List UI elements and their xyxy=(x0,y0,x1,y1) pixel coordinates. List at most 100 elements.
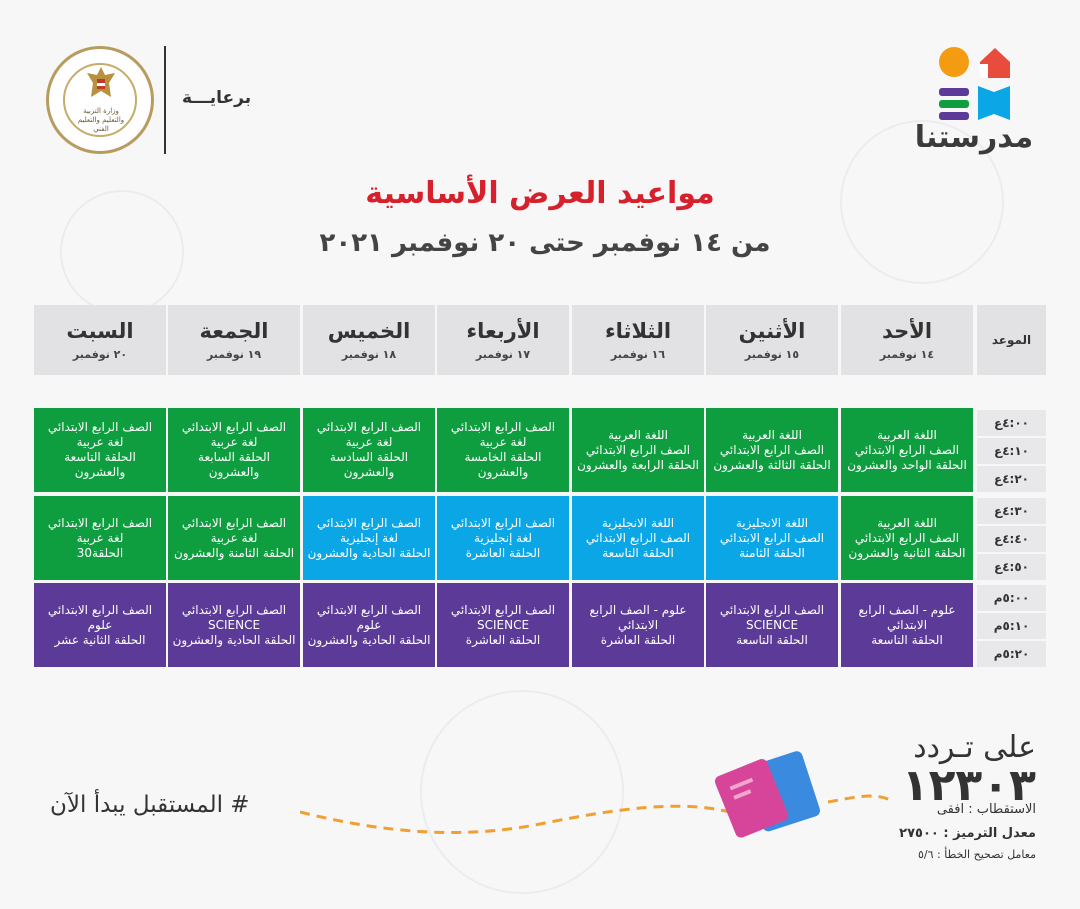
schedule-cell: الصف الرابع الابتدائي لغة إنجليزية الحلقة … xyxy=(303,496,435,580)
cell-text-line: الصف الرابع الابتدائي xyxy=(316,515,422,530)
cell-text-line: الصف الرابع الابتدائي xyxy=(316,420,422,434)
schedule-cell: اللغة الانجليزية الصف الرابع الابتدائي الح… xyxy=(572,496,704,580)
cell-text-line: اللغة الانجليزية xyxy=(601,515,675,530)
cell-text-line: الحلقة الثانية والعشرون xyxy=(848,545,966,560)
time-slot: ٤:٣٠ع xyxy=(977,498,1046,524)
day-date: ١٨ نوفمبر xyxy=(341,348,397,361)
cell-text-line: علوم xyxy=(87,617,113,632)
cell-text-line: الابتدائي xyxy=(886,617,928,632)
cell-text-line: لغة إنجليزية xyxy=(473,530,533,545)
day-header: الثلاثاء ١٦ نوفمبر xyxy=(572,305,704,375)
cell-text-line: الحلقة الحادية والعشرون xyxy=(307,632,431,647)
cell-text-line: الصف الرابع الابتدائي xyxy=(719,442,825,457)
time-slot: ٤:٤٠ع xyxy=(977,526,1046,552)
cell-text-line: الصف الرابع الابتدائي xyxy=(719,602,825,617)
day-header: الخميس ١٨ نوفمبر xyxy=(303,305,435,375)
cell-text-line: اللغة العربية xyxy=(877,515,937,530)
books-illustration xyxy=(300,751,891,838)
symbol-rate: معدل الترميز : ٢٧٥٠٠ xyxy=(899,826,1036,841)
day-name: الأربعاء xyxy=(466,319,540,343)
schedule-cell: الصف الرابع الابتدائي علوم الحلقة الثانية … xyxy=(34,583,166,667)
cell-text-line: الحلقة30 xyxy=(76,545,124,560)
day-date: ١٦ نوفمبر xyxy=(610,348,666,361)
cell-text-line: الحلقة العاشرة xyxy=(465,632,541,647)
cell-text-line: الحلقة الثانية عشر xyxy=(54,632,146,647)
cell-text-line: الحلقة العاشرة xyxy=(465,545,541,560)
day-header: الجمعة ١٩ نوفمبر xyxy=(168,305,300,375)
day-header: الأثنين ١٥ نوفمبر xyxy=(706,305,838,375)
madrasatona-logo-icon xyxy=(939,47,1010,120)
cell-text-line: الحلقة الثامنة xyxy=(739,545,805,560)
cell-text-line: الصف الرابع الابتدائي xyxy=(316,602,422,617)
day-header: الأحد ١٤ نوفمبر xyxy=(841,305,973,375)
cell-text-line: علوم - الصف الرابع xyxy=(858,602,956,617)
schedule-cell: علوم - الصف الرابع الابتدائي الحلقة العاشر… xyxy=(572,583,704,667)
day-date: ٢٠ نوفمبر xyxy=(72,348,128,361)
schedule-cell: الصف الرابع الابتدائي لغة إنجليزية الحلقة … xyxy=(437,496,569,580)
schedule-cell: اللغة العربية الصف الرابع الابتدائي الحلقة… xyxy=(572,408,704,492)
time-slot: ٥:٠٠م xyxy=(977,585,1046,611)
cell-text-line: الصف الرابع الابتدائي xyxy=(854,442,960,457)
day-date: ١٥ نوفمبر xyxy=(744,348,800,361)
brand-name: مدرستنا xyxy=(914,120,1034,155)
cell-text-line: لغة عربية xyxy=(76,530,124,545)
schedule-cell: الصف الرابع الابتدائي لغة عربية الحلقة الس… xyxy=(303,408,435,492)
day-name: الخميس xyxy=(327,319,411,343)
seal-text: وزارة التربية والتعليم والتعليم الفني xyxy=(77,107,125,133)
cell-text-line: الحلقة العاشرة xyxy=(600,632,676,647)
page-subtitle: من ١٤ نوفمبر حتى ٢٠ نوفمبر ٢٠٢١ xyxy=(319,228,771,258)
schedule-cell: اللغة العربية الصف الرابع الابتدائي الحلقة… xyxy=(841,408,973,492)
cell-text-line: لغة عربية xyxy=(479,435,527,449)
eagle-icon xyxy=(87,67,115,97)
ministry-seal-logo: وزارة التربية والتعليم والتعليم الفني xyxy=(46,46,154,154)
schedule-cell: اللغة العربية الصف الرابع الابتدائي الحلقة… xyxy=(841,496,973,580)
cell-text-line: الصف الرابع الابتدائي xyxy=(47,420,153,434)
cell-text-line: الحلقة الحادية والعشرون xyxy=(172,632,296,647)
fec: معامل تصحيح الخطأ : ٥/٦ xyxy=(917,848,1036,861)
sponsor-block: وزارة التربية والتعليم والتعليم الفني بر… xyxy=(44,44,274,156)
cell-text-line: لغة عربية xyxy=(210,435,258,449)
background-doodle xyxy=(840,120,1004,284)
hashtag-slogan: # المستقبل يبدأ الآن xyxy=(50,792,250,818)
cell-text-line: الصف الرابع الابتدائي xyxy=(181,515,287,530)
cell-text-line: الصف الرابع الابتدائي xyxy=(450,515,556,530)
schedule-cell: الصف الرابع الابتدائي لغة عربية الحلقة الت… xyxy=(34,408,166,492)
schedule-cell: اللغة الانجليزية الصف الرابع الابتدائي الح… xyxy=(706,496,838,580)
schedule-cell: الصف الرابع الابتدائي علوم الحلقة الحادية … xyxy=(303,583,435,667)
cell-text-line: اللغة العربية xyxy=(877,427,937,442)
cell-text-line: الصف الرابع الابتدائي xyxy=(47,515,153,530)
cell-text-line: الصف الرابع الابتدائي xyxy=(854,530,960,545)
schedule-cell: علوم - الصف الرابع الابتدائي الحلقة التاسع… xyxy=(841,583,973,667)
cell-text-line: الحلقة الحادية والعشرون xyxy=(307,545,431,560)
polarization: الاستقطاب : افقى xyxy=(936,802,1036,817)
cell-text-line: الصف الرابع الابتدائي xyxy=(585,530,691,545)
cell-text-line: SCIENCE xyxy=(207,617,261,632)
cell-text-line: الحلقة التاسعة xyxy=(736,632,808,647)
cell-text-line: الصف الرابع الابتدائي xyxy=(181,420,287,434)
day-name: السبت xyxy=(66,319,134,343)
frequency-title: على تـردد xyxy=(913,730,1036,765)
cell-text-line: الحلقة الرابعة والعشرون xyxy=(577,457,699,472)
day-date: ١٤ نوفمبر xyxy=(879,348,935,361)
cell-text-line: لغة إنجليزية xyxy=(339,530,399,545)
cell-text-line: والعشرون xyxy=(343,465,395,479)
background-doodle xyxy=(420,690,624,894)
cell-text-line: SCIENCE xyxy=(745,617,799,632)
cell-text-line: الصف الرابع الابتدائي xyxy=(719,530,825,545)
cell-text-line: الحلقة التاسعة xyxy=(602,545,674,560)
cell-text-line: لغة عربية xyxy=(210,530,258,545)
cell-text-line: الحلقة السابعة والعشرون xyxy=(198,450,270,479)
cell-text-line: والعشرون xyxy=(477,465,529,479)
time-slot: ٤:٠٠ع xyxy=(977,410,1046,436)
cell-text-line: الحلقة الخامسة xyxy=(464,450,542,464)
pink-book-icon xyxy=(714,759,788,838)
time-slot: ٥:٢٠م xyxy=(977,641,1046,667)
cell-text-line: الصف الرابع الابتدائي xyxy=(47,602,153,617)
cell-text-line: الصف الرابع الابتدائي xyxy=(585,442,691,457)
day-name: الأحد xyxy=(881,319,933,343)
time-slot: ٤:٢٠ع xyxy=(977,466,1046,492)
schedule-cell: اللغة العربية الصف الرابع الابتدائي الحلقة… xyxy=(706,408,838,492)
page-title: مواعيد العرض الأساسية xyxy=(365,176,715,211)
cell-text-line: لغة عربية xyxy=(345,435,393,449)
cell-text-line: الحلقة السادسة xyxy=(329,450,409,464)
